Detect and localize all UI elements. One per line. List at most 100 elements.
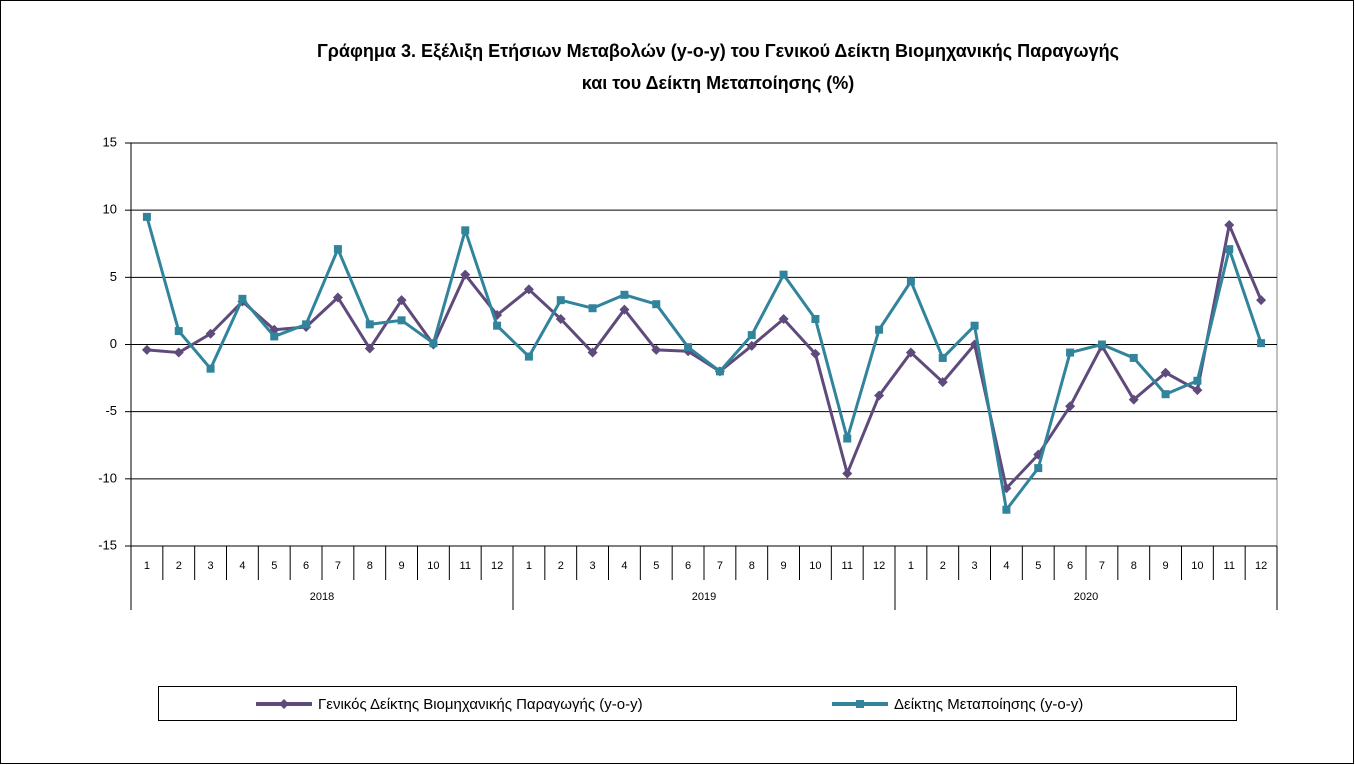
x-tick-label: 9 [1163, 560, 1169, 572]
marker [279, 699, 289, 709]
marker [1002, 505, 1011, 514]
x-tick-label: 4 [1003, 560, 1009, 572]
x-tick-label: 12 [1255, 560, 1267, 572]
x-tick-label: 8 [367, 560, 373, 572]
marker [364, 343, 375, 354]
marker [747, 331, 756, 340]
marker [746, 340, 757, 351]
marker [460, 269, 471, 280]
x-tick-label: 2 [558, 560, 564, 572]
marker [556, 296, 565, 305]
marker [842, 468, 853, 479]
x-tick-label: 7 [1099, 560, 1105, 572]
marker [1192, 385, 1203, 396]
x-tick-label: 3 [590, 560, 596, 572]
y-tick-label: 10 [103, 202, 117, 217]
marker [1065, 401, 1076, 412]
x-tick-label: 7 [335, 560, 341, 572]
marker [938, 353, 947, 362]
chart-title-line: και του Δείκτη Μεταποίησης (%) [582, 73, 854, 93]
x-tick-label: 10 [427, 560, 439, 572]
marker [238, 294, 247, 303]
marker [1160, 367, 1171, 378]
x-tick-label: 6 [303, 560, 309, 572]
x-tick-label: 10 [1191, 560, 1203, 572]
marker [555, 313, 566, 324]
marker [856, 700, 864, 708]
marker [843, 434, 852, 443]
marker [173, 347, 184, 358]
marker [715, 367, 724, 376]
legend-label: Δείκτης Μεταποίησης (y-o-y) [894, 696, 1083, 713]
x-group-label: 2018 [310, 591, 334, 603]
marker [461, 226, 470, 235]
marker [397, 316, 406, 325]
marker [396, 295, 407, 306]
y-tick-label: 15 [103, 134, 117, 149]
x-tick-label: 1 [144, 560, 150, 572]
marker [874, 390, 885, 401]
marker [429, 339, 438, 348]
marker [588, 304, 597, 313]
marker [1257, 339, 1266, 348]
marker [332, 292, 343, 303]
marker [333, 245, 342, 254]
marker [779, 270, 788, 279]
marker [1161, 390, 1170, 399]
x-tick-label: 5 [271, 560, 277, 572]
series-line [146, 223, 1263, 490]
x-tick-label: 10 [809, 560, 821, 572]
x-tick-label: 5 [653, 560, 659, 572]
marker [937, 377, 948, 388]
x-tick-label: 6 [1067, 560, 1073, 572]
x-tick-label: 4 [621, 560, 627, 572]
legend-box [158, 686, 1237, 721]
marker [651, 344, 662, 355]
marker [587, 347, 598, 358]
x-tick-label: 9 [399, 560, 405, 572]
marker [493, 321, 502, 330]
marker [1066, 348, 1075, 357]
marker [620, 290, 629, 299]
marker [1193, 376, 1202, 385]
marker [875, 325, 884, 334]
x-group-label: 2020 [1074, 591, 1098, 603]
x-tick-label: 12 [873, 560, 885, 572]
y-tick-label: -10 [98, 470, 117, 485]
marker [206, 364, 215, 373]
marker [1225, 245, 1234, 254]
marker [1097, 340, 1106, 349]
marker [778, 313, 789, 324]
series-line [145, 216, 1263, 512]
y-tick-label: 0 [110, 336, 117, 351]
x-tick-label: 7 [717, 560, 723, 572]
marker [652, 300, 661, 309]
marker [174, 327, 183, 336]
marker [142, 212, 151, 221]
x-tick-label: 1 [908, 560, 914, 572]
x-tick-label: 4 [239, 560, 245, 572]
x-tick-label: 12 [491, 560, 503, 572]
y-tick-label: -5 [105, 403, 117, 418]
marker [1224, 219, 1235, 230]
marker [365, 320, 374, 329]
x-tick-label: 8 [749, 560, 755, 572]
x-group-label: 2019 [692, 591, 716, 603]
marker [811, 314, 820, 323]
marker [1034, 464, 1043, 473]
x-tick-label: 3 [972, 560, 978, 572]
x-tick-label: 2 [176, 560, 182, 572]
x-tick-label: 3 [208, 560, 214, 572]
marker [205, 328, 216, 339]
x-tick-label: 9 [781, 560, 787, 572]
marker [810, 348, 821, 359]
x-tick-label: 6 [685, 560, 691, 572]
y-tick-label: 5 [110, 269, 117, 284]
x-tick-label: 1 [526, 560, 532, 572]
chart-title-line: Γράφημα 3. Εξέλιξη Ετήσιων Μεταβολών (y-… [317, 41, 1119, 62]
x-tick-label: 2 [940, 560, 946, 572]
marker [905, 347, 916, 358]
marker [970, 321, 979, 330]
legend-label: Γενικός Δείκτης Βιομηχανικής Παραγωγής (… [318, 696, 643, 713]
marker [684, 343, 693, 352]
